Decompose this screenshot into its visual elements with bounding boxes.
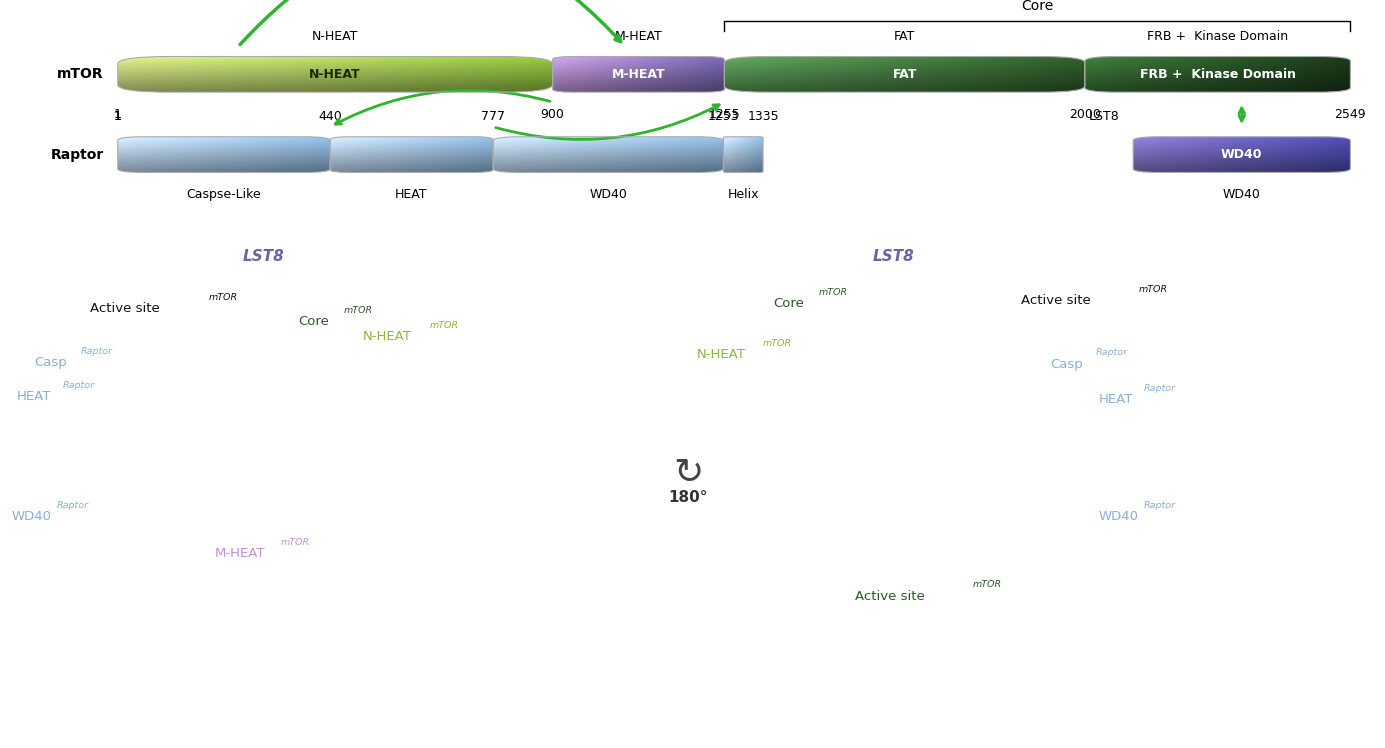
Text: 2000: 2000 (1069, 108, 1101, 121)
Text: N-HEAT: N-HEAT (312, 30, 359, 43)
Text: Active site: Active site (855, 589, 924, 603)
Text: LST8: LST8 (242, 249, 284, 265)
Text: 777: 777 (481, 110, 506, 123)
Text: Raptor: Raptor (1144, 384, 1176, 393)
Text: mTOR: mTOR (429, 321, 458, 330)
Text: mTOR: mTOR (1138, 285, 1169, 294)
Text: Caspse-Like: Caspse-Like (187, 188, 260, 201)
Text: LST8: LST8 (1089, 110, 1119, 123)
Text: HEAT: HEAT (17, 390, 51, 403)
Text: FAT: FAT (892, 68, 917, 81)
Text: WD40: WD40 (590, 188, 627, 201)
Text: 440: 440 (319, 110, 342, 123)
Text: Core: Core (1021, 0, 1054, 13)
Text: Raptor: Raptor (1144, 500, 1176, 509)
Text: mTOR: mTOR (763, 339, 792, 348)
Text: mTOR: mTOR (819, 288, 848, 297)
Text: Casp: Casp (35, 356, 68, 369)
Text: Casp: Casp (1050, 358, 1083, 370)
Text: M-HEAT: M-HEAT (615, 30, 662, 43)
Text: Raptor: Raptor (51, 147, 104, 162)
Text: HEAT: HEAT (395, 188, 428, 201)
Text: mTOR: mTOR (343, 306, 373, 315)
Text: 1255: 1255 (709, 108, 740, 121)
Text: FRB +  Kinase Domain: FRB + Kinase Domain (1140, 68, 1295, 81)
Text: FRB +  Kinase Domain: FRB + Kinase Domain (1147, 30, 1288, 43)
Text: mTOR: mTOR (281, 538, 310, 547)
Text: LST8: LST8 (873, 249, 914, 265)
Text: N-HEAT: N-HEAT (697, 348, 745, 361)
Text: HEAT: HEAT (1098, 393, 1133, 406)
Text: 180°: 180° (669, 491, 708, 506)
Text: Raptor: Raptor (80, 347, 112, 356)
Text: 1335: 1335 (748, 110, 778, 123)
Text: M-HEAT: M-HEAT (215, 547, 265, 560)
Text: M-HEAT: M-HEAT (612, 68, 665, 81)
Text: mTOR: mTOR (57, 67, 104, 82)
Text: Core: Core (773, 297, 803, 310)
Text: 1: 1 (114, 110, 122, 123)
Text: Active site: Active site (90, 302, 159, 315)
Text: 1253: 1253 (708, 110, 740, 123)
Text: Raptor: Raptor (62, 381, 94, 390)
Text: mTOR: mTOR (972, 580, 1003, 589)
Text: 1: 1 (114, 108, 122, 121)
Text: Raptor: Raptor (1096, 349, 1127, 358)
Text: Core: Core (298, 315, 328, 328)
Text: ↻: ↻ (673, 455, 704, 489)
Text: WD40: WD40 (1222, 148, 1263, 161)
Text: WD40: WD40 (1098, 510, 1138, 523)
Text: Helix: Helix (727, 188, 759, 201)
Text: mTOR: mTOR (208, 293, 238, 302)
Text: 2549: 2549 (1335, 108, 1366, 121)
Text: 1: 1 (114, 110, 122, 123)
Text: Raptor: Raptor (57, 500, 89, 509)
Text: WD40: WD40 (11, 510, 51, 523)
Text: Active site: Active site (1021, 294, 1090, 307)
Text: N-HEAT: N-HEAT (363, 330, 411, 343)
Text: N-HEAT: N-HEAT (309, 68, 361, 81)
Text: WD40: WD40 (1223, 188, 1260, 201)
Text: FAT: FAT (893, 30, 915, 43)
Text: 900: 900 (540, 108, 565, 121)
